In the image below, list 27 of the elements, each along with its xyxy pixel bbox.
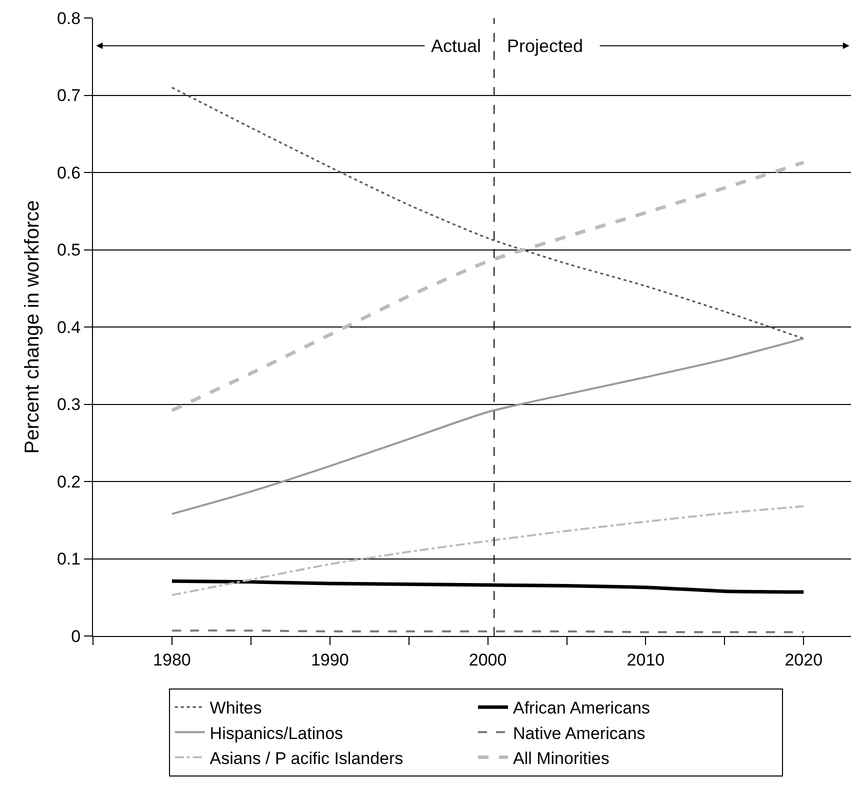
x-tick-label: 1990 (310, 650, 349, 670)
legend-label: Whites (210, 698, 262, 718)
legend-label: Hispanics/Latinos (210, 724, 344, 743)
y-tick-label: 0.3 (56, 395, 81, 414)
x-tick-label: 1980 (153, 650, 191, 670)
y-tick-label: 0.8 (56, 8, 81, 28)
x-tick-label: 2020 (784, 650, 823, 670)
line-series (170, 505, 805, 596)
legend-label: Native Americans (513, 724, 646, 743)
legend-label: All Minorities (513, 748, 610, 768)
line-series (170, 338, 805, 515)
line-series (171, 86, 804, 340)
annotation: Projected (507, 36, 584, 56)
y-tick-label: 0.6 (56, 163, 81, 182)
y-tick-label: 0.5 (56, 240, 81, 260)
y-tick-label: 0 (71, 626, 81, 646)
x-tick-label: 2010 (626, 650, 665, 670)
x-tick-label: 2000 (468, 650, 507, 670)
y-axis-title: Percent change in workforce (21, 200, 44, 454)
y-tick-label: 0.4 (56, 318, 81, 337)
y-tick-label: 0.1 (56, 550, 81, 569)
legend-label: African Americans (513, 698, 650, 718)
y-tick-label: 0.7 (56, 86, 81, 106)
y-tick-label: 0.2 (56, 472, 81, 492)
annotation: Actual (431, 36, 482, 56)
legend-label: Asians / P acific Islanders (210, 748, 404, 768)
line-series (170, 160, 806, 412)
